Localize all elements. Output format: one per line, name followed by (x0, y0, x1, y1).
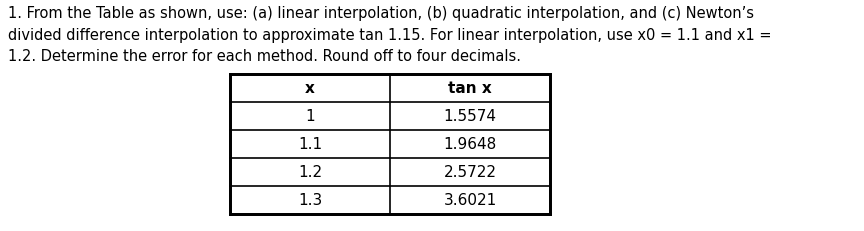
Text: 2.5722: 2.5722 (443, 165, 497, 180)
Text: 3.6021: 3.6021 (443, 193, 497, 208)
Bar (230, 75, 550, 214)
Text: 1.9648: 1.9648 (443, 137, 497, 152)
Text: x: x (305, 81, 315, 96)
Text: tan x: tan x (448, 81, 492, 96)
Text: 1.5574: 1.5574 (443, 109, 497, 124)
Text: 1.2: 1.2 (298, 165, 322, 180)
Text: 1: 1 (305, 109, 314, 124)
Text: 1.1: 1.1 (298, 137, 322, 152)
Text: 1.3: 1.3 (298, 193, 322, 208)
Text: 1. From the Table as shown, use: (a) linear interpolation, (b) quadratic interpo: 1. From the Table as shown, use: (a) lin… (8, 6, 772, 64)
